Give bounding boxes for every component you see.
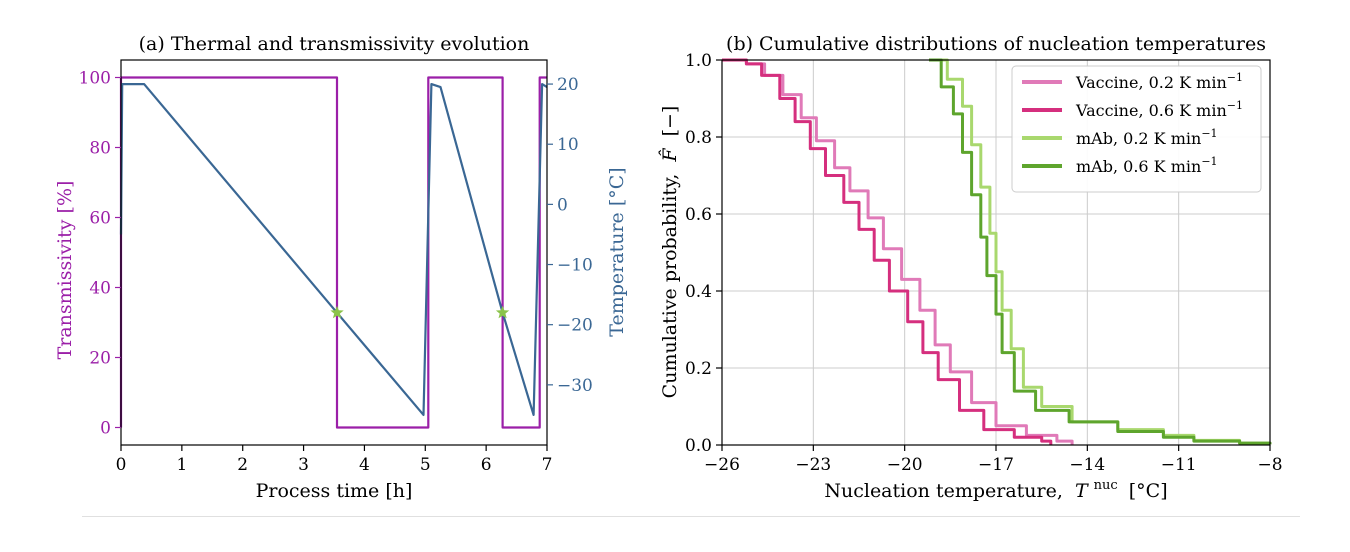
right-y-tick-label: −10 bbox=[557, 256, 593, 276]
panel-a-right-y-ticks: 20 10 0 −10 −20 −30 bbox=[547, 75, 593, 396]
legend-label-sup: −1 bbox=[1227, 71, 1243, 84]
panel-a-frame bbox=[120, 59, 548, 446]
x-tick-label: 7 bbox=[542, 455, 553, 475]
panel-b-y-label-unit: [−] bbox=[659, 106, 681, 137]
vaccine-0-2-series bbox=[722, 58, 1074, 445]
left-y-tick-label: 20 bbox=[89, 349, 111, 369]
panel-a-left-y-label: Transmissivity [%] bbox=[54, 181, 76, 360]
y-tick-label: 0.2 bbox=[685, 359, 712, 379]
left-y-tick-label: 80 bbox=[89, 139, 111, 159]
panel-a-right-y-label: Temperature [°C] bbox=[606, 167, 628, 336]
panel-b-y-label-symbol: F̂ bbox=[659, 148, 681, 163]
left-y-tick-label: 40 bbox=[89, 279, 111, 299]
x-tick-label: −20 bbox=[887, 455, 923, 475]
legend-label: Vaccine, 0.6 K min−1 bbox=[1075, 99, 1243, 120]
nucleation-star-marker bbox=[495, 305, 510, 319]
temperature-line bbox=[119, 82, 548, 416]
y-tick-label: 0.6 bbox=[685, 205, 712, 225]
legend-label-text: Vaccine, 0.6 K min bbox=[1075, 101, 1227, 120]
y-tick-label: 0.0 bbox=[685, 436, 712, 456]
right-y-tick-label: 20 bbox=[557, 75, 579, 95]
x-tick-label: 3 bbox=[298, 455, 309, 475]
legend-label-sup: −1 bbox=[1201, 127, 1217, 140]
legend-label-sup: −1 bbox=[1227, 99, 1243, 112]
x-tick-label: 6 bbox=[481, 455, 492, 475]
right-y-tick-label: −20 bbox=[557, 316, 593, 336]
legend-label: Vaccine, 0.2 K min−1 bbox=[1075, 71, 1243, 92]
legend-label-text: Vaccine, 0.2 K min bbox=[1075, 73, 1227, 92]
x-tick-label: −14 bbox=[1069, 455, 1105, 475]
nucleation-star-marker bbox=[330, 305, 344, 319]
panel-a-plot-area bbox=[119, 76, 548, 429]
panel-b-title: (b) Cumulative distributions of nucleati… bbox=[726, 33, 1266, 55]
x-tick-label: −17 bbox=[978, 455, 1014, 475]
panel-b-x-label-unit: [°C] bbox=[1129, 480, 1168, 502]
mab-0-6-series bbox=[929, 58, 1272, 445]
panel-b-x-label-sup: nuc bbox=[1094, 478, 1118, 493]
left-y-tick-label: 60 bbox=[89, 209, 111, 229]
transmissivity-line bbox=[119, 76, 547, 429]
panel-a-x-ticks: 0 1 2 3 4 5 6 7 bbox=[116, 445, 553, 475]
legend-label-sup: −1 bbox=[1201, 155, 1217, 168]
legend-label: mAb, 0.2 K min−1 bbox=[1076, 127, 1218, 148]
right-y-tick-label: 10 bbox=[557, 135, 579, 155]
panel-a: (a) Thermal and transmissivity evolution… bbox=[54, 33, 628, 502]
x-tick-label: 1 bbox=[176, 455, 187, 475]
panel-b-y-label-text: Cumulative probability, bbox=[659, 174, 681, 399]
panel-b-x-ticks: −26 −23 −20 −17 −14 −11 −8 bbox=[704, 445, 1283, 475]
y-tick-label: 1.0 bbox=[685, 51, 712, 71]
x-tick-label: 5 bbox=[420, 455, 431, 475]
legend-label-text: mAb, 0.6 K min bbox=[1076, 157, 1201, 176]
panel-b-y-ticks: 0.0 0.2 0.4 0.6 0.8 1.0 bbox=[685, 51, 722, 456]
x-tick-label: −26 bbox=[704, 455, 740, 475]
bottom-divider bbox=[82, 516, 1300, 517]
legend-box bbox=[1011, 65, 1262, 193]
panel-b-x-label-symbol: T bbox=[1075, 480, 1089, 502]
mab-0-2-series bbox=[929, 58, 1272, 445]
panel-a-left-y-ticks: 0 20 40 60 80 100 bbox=[79, 69, 121, 439]
x-tick-label: −11 bbox=[1161, 455, 1197, 475]
left-y-tick-label: 100 bbox=[79, 69, 111, 89]
legend-label-text: mAb, 0.2 K min bbox=[1076, 129, 1201, 148]
right-y-tick-label: 0 bbox=[557, 195, 568, 215]
x-tick-label: 2 bbox=[237, 455, 248, 475]
panel-b-x-label: Nucleation temperature, T nuc [°C] bbox=[824, 472, 1167, 502]
panel-b-plot-area bbox=[722, 58, 1272, 445]
vaccine-0-6-series bbox=[722, 58, 1053, 445]
y-tick-label: 0.8 bbox=[685, 128, 712, 148]
panel-a-x-label: Process time [h] bbox=[256, 480, 413, 502]
x-tick-label: −23 bbox=[795, 455, 831, 475]
right-y-tick-label: −30 bbox=[557, 376, 593, 396]
x-tick-label: −8 bbox=[1257, 455, 1282, 475]
x-tick-label: 0 bbox=[116, 455, 127, 475]
legend-label: mAb, 0.6 K min−1 bbox=[1076, 155, 1218, 176]
panel-b-y-label: Cumulative probability, F̂ [−] bbox=[659, 106, 681, 399]
left-y-tick-label: 0 bbox=[100, 419, 111, 439]
y-tick-label: 0.4 bbox=[685, 282, 712, 302]
panel-b-x-label-text: Nucleation temperature, bbox=[824, 480, 1063, 502]
panel-a-title: (a) Thermal and transmissivity evolution bbox=[139, 33, 530, 55]
panel-b: (b) Cumulative distributions of nucleati… bbox=[659, 33, 1283, 502]
x-tick-label: 4 bbox=[359, 455, 370, 475]
